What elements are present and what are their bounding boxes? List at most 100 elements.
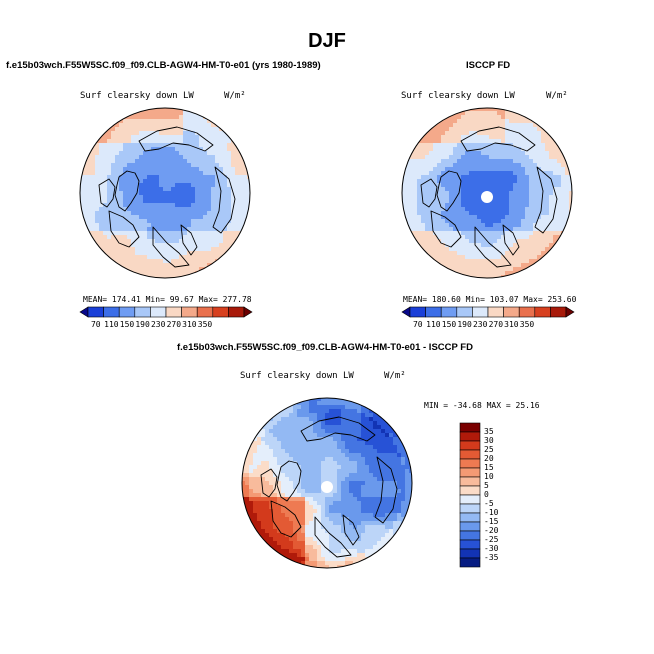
panel2-field-cell (417, 195, 422, 200)
panel1-field-cell (123, 131, 128, 136)
panel1-field-cell (99, 163, 104, 168)
panel2-field-cell (477, 211, 482, 216)
panel2-field-cell (501, 203, 506, 208)
panel1-field-cell (139, 223, 144, 228)
panel3-field-cell (289, 489, 294, 494)
panel3-field-cell (273, 457, 278, 462)
panel3-field-cell (313, 453, 318, 458)
panel1-field-cell (147, 123, 152, 128)
panel2-colorbar-swatch (503, 306, 520, 318)
panel2-field-cell (453, 207, 458, 212)
panel3-field-cell (301, 509, 306, 514)
panel2-field-cell (565, 167, 570, 172)
panel1-field-cell (131, 175, 136, 180)
panel2-field-cell (561, 227, 566, 232)
panel2-units: W/m² (546, 91, 568, 101)
panel3-field-cell (261, 501, 266, 506)
panel1-field-cell (147, 131, 152, 136)
panel1-field-cell (167, 195, 172, 200)
panel2-field-cell (429, 171, 434, 176)
panel2-field-cell (501, 211, 506, 216)
panel3-field-cell (281, 497, 286, 502)
panel1-field-cell (119, 195, 124, 200)
panel1-field-cell (155, 199, 160, 204)
panel2-field-cell (485, 143, 490, 148)
panel2-field-cell (509, 239, 514, 244)
panel1-field-cell (167, 135, 172, 140)
panel3-field-cell (377, 477, 382, 482)
panel2-field-cell (417, 167, 422, 172)
panel2-field-cell (553, 187, 558, 192)
panel1-field-cell (91, 167, 96, 172)
panel1-field-cell (239, 223, 244, 228)
panel3-field-cell (242, 481, 246, 486)
panel1-field-cell (195, 251, 200, 256)
panel1-field-cell (243, 155, 248, 160)
panel1-field-cell (227, 227, 232, 232)
panel2-field-cell (517, 267, 522, 272)
panel1-field-cell (215, 127, 220, 132)
panel3-field-cell (345, 469, 350, 474)
panel3-field-cell (337, 545, 342, 550)
panel1-field-cell (143, 263, 148, 268)
panel1-field-cell (87, 235, 92, 240)
panel2-field-cell (445, 175, 450, 180)
panel3-field-cell (265, 461, 270, 466)
panel1-field-cell (199, 119, 204, 124)
panel3-field-cell (321, 533, 326, 538)
panel2-field-cell (549, 151, 554, 156)
panel3-field-cell (281, 465, 286, 470)
panel3-field-cell (305, 529, 310, 534)
panel1-field-cell (195, 171, 200, 176)
panel3-field-cell (293, 469, 298, 474)
panel3-field-cell (329, 473, 334, 478)
panel3-field-cell (249, 477, 254, 482)
panel2-field-cell (453, 147, 458, 152)
panel1-field-cell (87, 211, 92, 216)
panel1-colorbar-swatch (150, 306, 167, 318)
panel2-field-cell (441, 187, 446, 192)
panel2-field-cell (509, 123, 514, 128)
panel1-field-cell (135, 235, 140, 240)
panel2-field-cell (481, 247, 486, 252)
panel2-field-cell (402, 199, 406, 204)
panel2-field-cell (449, 239, 454, 244)
panel2-field-cell (521, 167, 526, 172)
panel2-field-cell (513, 139, 518, 144)
panel2-field-cell (437, 239, 442, 244)
panel1-field-cell (155, 179, 160, 184)
panel3-field-cell (393, 465, 398, 470)
panel1-field-cell (171, 231, 176, 236)
panel1-field-cell (139, 271, 144, 276)
panel1-field-cell (99, 243, 104, 248)
panel1-field-cell (183, 115, 188, 120)
panel3-field-cell (389, 533, 394, 538)
panel3-field-cell (305, 517, 310, 522)
panel3-field-cell (325, 505, 330, 510)
panel2-field-cell (413, 211, 418, 216)
panel1-field-cell (131, 155, 136, 160)
panel3-field-cell (337, 457, 342, 462)
panel2-field-cell (433, 167, 438, 172)
panel1-field-cell (183, 195, 188, 200)
panel3-field-cell (305, 481, 310, 486)
panel3-field-cell (289, 405, 294, 410)
panel2-field-cell (457, 167, 462, 172)
panel1-field-cell (203, 259, 208, 264)
panel3-field-cell (369, 405, 374, 410)
panel3-field-cell (297, 445, 302, 450)
panel1-field-cell (247, 215, 250, 220)
panel2-field-cell (505, 139, 510, 144)
panel3-field-cell (365, 417, 370, 422)
panel2-field-cell (517, 155, 522, 160)
panel2-field-cell (553, 239, 558, 244)
panel1-field-cell (187, 267, 192, 272)
panel3-field-cell (333, 541, 338, 546)
panel2-field-cell (441, 247, 446, 252)
panel1-field-cell (211, 171, 216, 176)
panel1-field-cell (127, 127, 132, 132)
panel3-field-cell (305, 445, 310, 450)
panel3-field-cell (273, 441, 278, 446)
panel1-field-cell (231, 179, 236, 184)
panel3-field-cell (313, 489, 318, 494)
